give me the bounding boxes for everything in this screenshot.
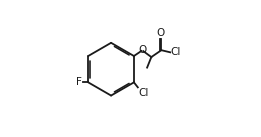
Text: Cl: Cl	[138, 88, 149, 98]
Text: Cl: Cl	[171, 47, 181, 57]
Text: F: F	[76, 77, 82, 87]
Text: O: O	[157, 28, 165, 38]
Text: O: O	[138, 45, 146, 55]
